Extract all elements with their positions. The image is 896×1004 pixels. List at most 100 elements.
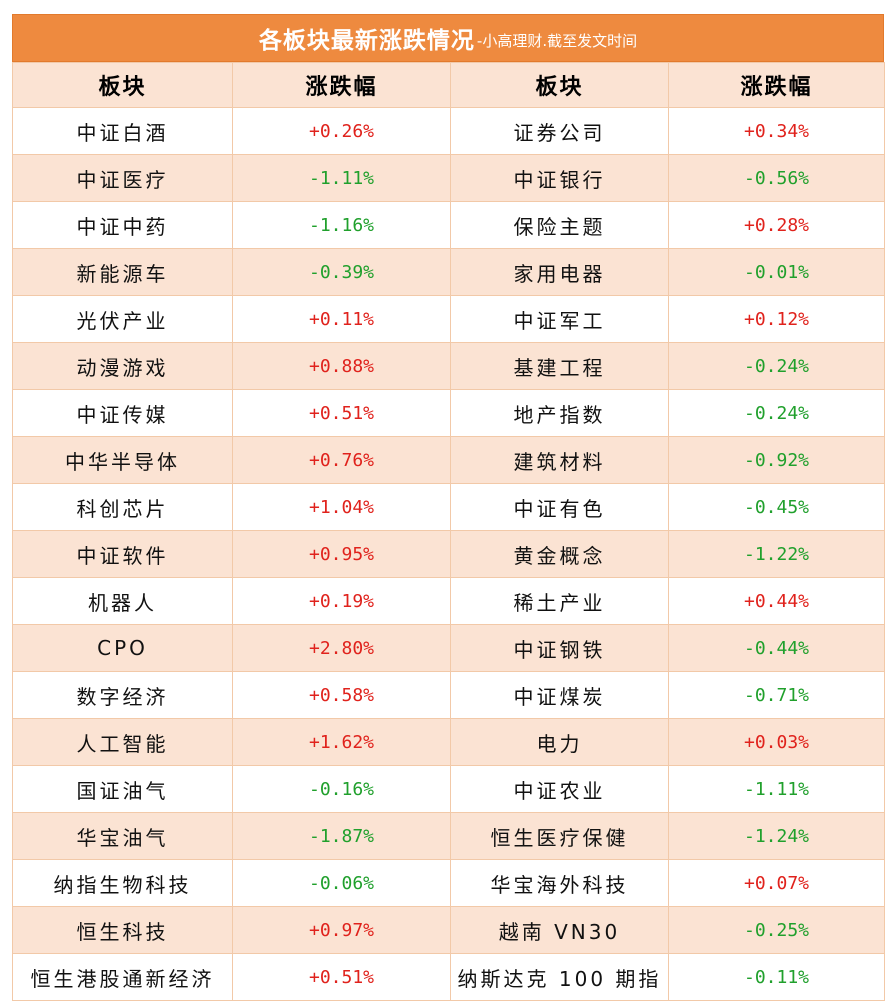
sector-name-left: CPO: [12, 624, 233, 672]
change-value-right: +0.34%: [668, 107, 885, 155]
change-value-left: +0.19%: [232, 577, 451, 625]
change-value-right: -0.01%: [668, 248, 885, 296]
change-value-left: +0.97%: [232, 906, 451, 954]
header-change-left: 涨跌幅: [232, 62, 451, 108]
table-body: 中证白酒 +0.26% 证券公司 +0.34% 中证医疗 -1.11% 中证银行 -0.56%…: [12, 107, 885, 1001]
sector-name-left: 纳指生物科技: [12, 859, 233, 907]
sector-name-right: 中证银行: [450, 154, 669, 202]
change-value-right: +0.44%: [668, 577, 885, 625]
change-value-left: -0.06%: [232, 859, 451, 907]
change-value-right: -0.44%: [668, 624, 885, 672]
change-value-left: +0.58%: [232, 671, 451, 719]
sector-name-left: 恒生科技: [12, 906, 233, 954]
change-value-right: +0.07%: [668, 859, 885, 907]
change-value-left: +0.95%: [232, 530, 451, 578]
table-row: 光伏产业 +0.11% 中证军工 +0.12%: [12, 295, 885, 343]
table-row: 恒生港股通新经济 +0.51% 纳斯达克 100 期指 -0.11%: [12, 953, 885, 1001]
change-value-left: +0.51%: [232, 953, 451, 1001]
table-row: 数字经济 +0.58% 中证煤炭 -0.71%: [12, 671, 885, 719]
change-value-right: -1.24%: [668, 812, 885, 860]
change-value-right: -0.24%: [668, 342, 885, 390]
sector-name-left: 中证白酒: [12, 107, 233, 155]
change-value-right: -0.25%: [668, 906, 885, 954]
header-sector-left: 板块: [12, 62, 233, 108]
change-value-right: +0.12%: [668, 295, 885, 343]
sector-name-right: 中证军工: [450, 295, 669, 343]
sector-name-right: 华宝海外科技: [450, 859, 669, 907]
change-value-right: -0.24%: [668, 389, 885, 437]
sector-name-left: 机器人: [12, 577, 233, 625]
change-value-left: -0.16%: [232, 765, 451, 813]
table-row: 华宝油气 -1.87% 恒生医疗保健 -1.24%: [12, 812, 885, 860]
table-row: 恒生科技 +0.97% 越南 VN30 -0.25%: [12, 906, 885, 954]
change-value-right: -0.11%: [668, 953, 885, 1001]
table-row: 中证软件 +0.95% 黄金概念 -1.22%: [12, 530, 885, 578]
sector-name-right: 黄金概念: [450, 530, 669, 578]
table-row: 动漫游戏 +0.88% 基建工程 -0.24%: [12, 342, 885, 390]
header-row: 板块 涨跌幅 板块 涨跌幅: [12, 62, 885, 108]
table-row: 中证中药 -1.16% 保险主题 +0.28%: [12, 201, 885, 249]
sector-name-left: 恒生港股通新经济: [12, 953, 233, 1001]
sector-name-left: 中证中药: [12, 201, 233, 249]
sector-name-left: 国证油气: [12, 765, 233, 813]
sector-name-right: 中证钢铁: [450, 624, 669, 672]
change-value-right: -1.22%: [668, 530, 885, 578]
sector-performance-table-container: 各板块最新涨跌情况 -小高理财.截至发文时间 板块 涨跌幅 板块 涨跌幅 中证白…: [12, 14, 885, 1001]
sector-name-left: 中华半导体: [12, 436, 233, 484]
sector-name-right: 证券公司: [450, 107, 669, 155]
sector-name-left: 中证软件: [12, 530, 233, 578]
sector-name-left: 人工智能: [12, 718, 233, 766]
sector-name-left: 华宝油气: [12, 812, 233, 860]
change-value-left: +2.80%: [232, 624, 451, 672]
change-value-left: +0.51%: [232, 389, 451, 437]
sector-name-right: 越南 VN30: [450, 906, 669, 954]
table-row: CPO +2.80% 中证钢铁 -0.44%: [12, 624, 885, 672]
table-row: 中华半导体 +0.76% 建筑材料 -0.92%: [12, 436, 885, 484]
sector-name-right: 建筑材料: [450, 436, 669, 484]
sector-name-left: 科创芯片: [12, 483, 233, 531]
change-value-right: -0.92%: [668, 436, 885, 484]
table-row: 国证油气 -0.16% 中证农业 -1.11%: [12, 765, 885, 813]
sector-name-right: 保险主题: [450, 201, 669, 249]
change-value-left: -0.39%: [232, 248, 451, 296]
table-row: 机器人 +0.19% 稀土产业 +0.44%: [12, 577, 885, 625]
sector-name-right: 家用电器: [450, 248, 669, 296]
change-value-left: +1.62%: [232, 718, 451, 766]
table-row: 新能源车 -0.39% 家用电器 -0.01%: [12, 248, 885, 296]
change-value-left: -1.16%: [232, 201, 451, 249]
table-title: 各板块最新涨跌情况: [258, 28, 475, 54]
sector-name-left: 中证传媒: [12, 389, 233, 437]
table-row: 纳指生物科技 -0.06% 华宝海外科技 +0.07%: [12, 859, 885, 907]
sector-name-left: 中证医疗: [12, 154, 233, 202]
change-value-right: -0.45%: [668, 483, 885, 531]
sector-name-left: 数字经济: [12, 671, 233, 719]
table-row: 人工智能 +1.62% 电力 +0.03%: [12, 718, 885, 766]
change-value-right: -0.56%: [668, 154, 885, 202]
change-value-left: +0.88%: [232, 342, 451, 390]
sector-performance-table: 板块 涨跌幅 板块 涨跌幅 中证白酒 +0.26% 证券公司 +0.34% 中证医疗 -1…: [12, 62, 885, 1001]
sector-name-right: 中证有色: [450, 483, 669, 531]
change-value-right: -0.71%: [668, 671, 885, 719]
table-title-bar: 各板块最新涨跌情况 -小高理财.截至发文时间: [12, 14, 884, 62]
sector-name-left: 新能源车: [12, 248, 233, 296]
sector-name-right: 稀土产业: [450, 577, 669, 625]
sector-name-right: 中证煤炭: [450, 671, 669, 719]
sector-name-right: 恒生医疗保健: [450, 812, 669, 860]
change-value-right: +0.03%: [668, 718, 885, 766]
table-row: 科创芯片 +1.04% 中证有色 -0.45%: [12, 483, 885, 531]
sector-name-left: 光伏产业: [12, 295, 233, 343]
sector-name-right: 中证农业: [450, 765, 669, 813]
header-sector-right: 板块: [450, 62, 669, 108]
table-subtitle: -小高理财.截至发文时间: [476, 31, 638, 50]
sector-name-right: 地产指数: [450, 389, 669, 437]
sector-name-right: 纳斯达克 100 期指: [450, 953, 669, 1001]
change-value-left: +1.04%: [232, 483, 451, 531]
sector-name-right: 电力: [450, 718, 669, 766]
sector-name-left: 动漫游戏: [12, 342, 233, 390]
table-row: 中证医疗 -1.11% 中证银行 -0.56%: [12, 154, 885, 202]
change-value-left: -1.11%: [232, 154, 451, 202]
change-value-left: +0.76%: [232, 436, 451, 484]
change-value-left: +0.26%: [232, 107, 451, 155]
header-change-right: 涨跌幅: [668, 62, 885, 108]
change-value-right: +0.28%: [668, 201, 885, 249]
